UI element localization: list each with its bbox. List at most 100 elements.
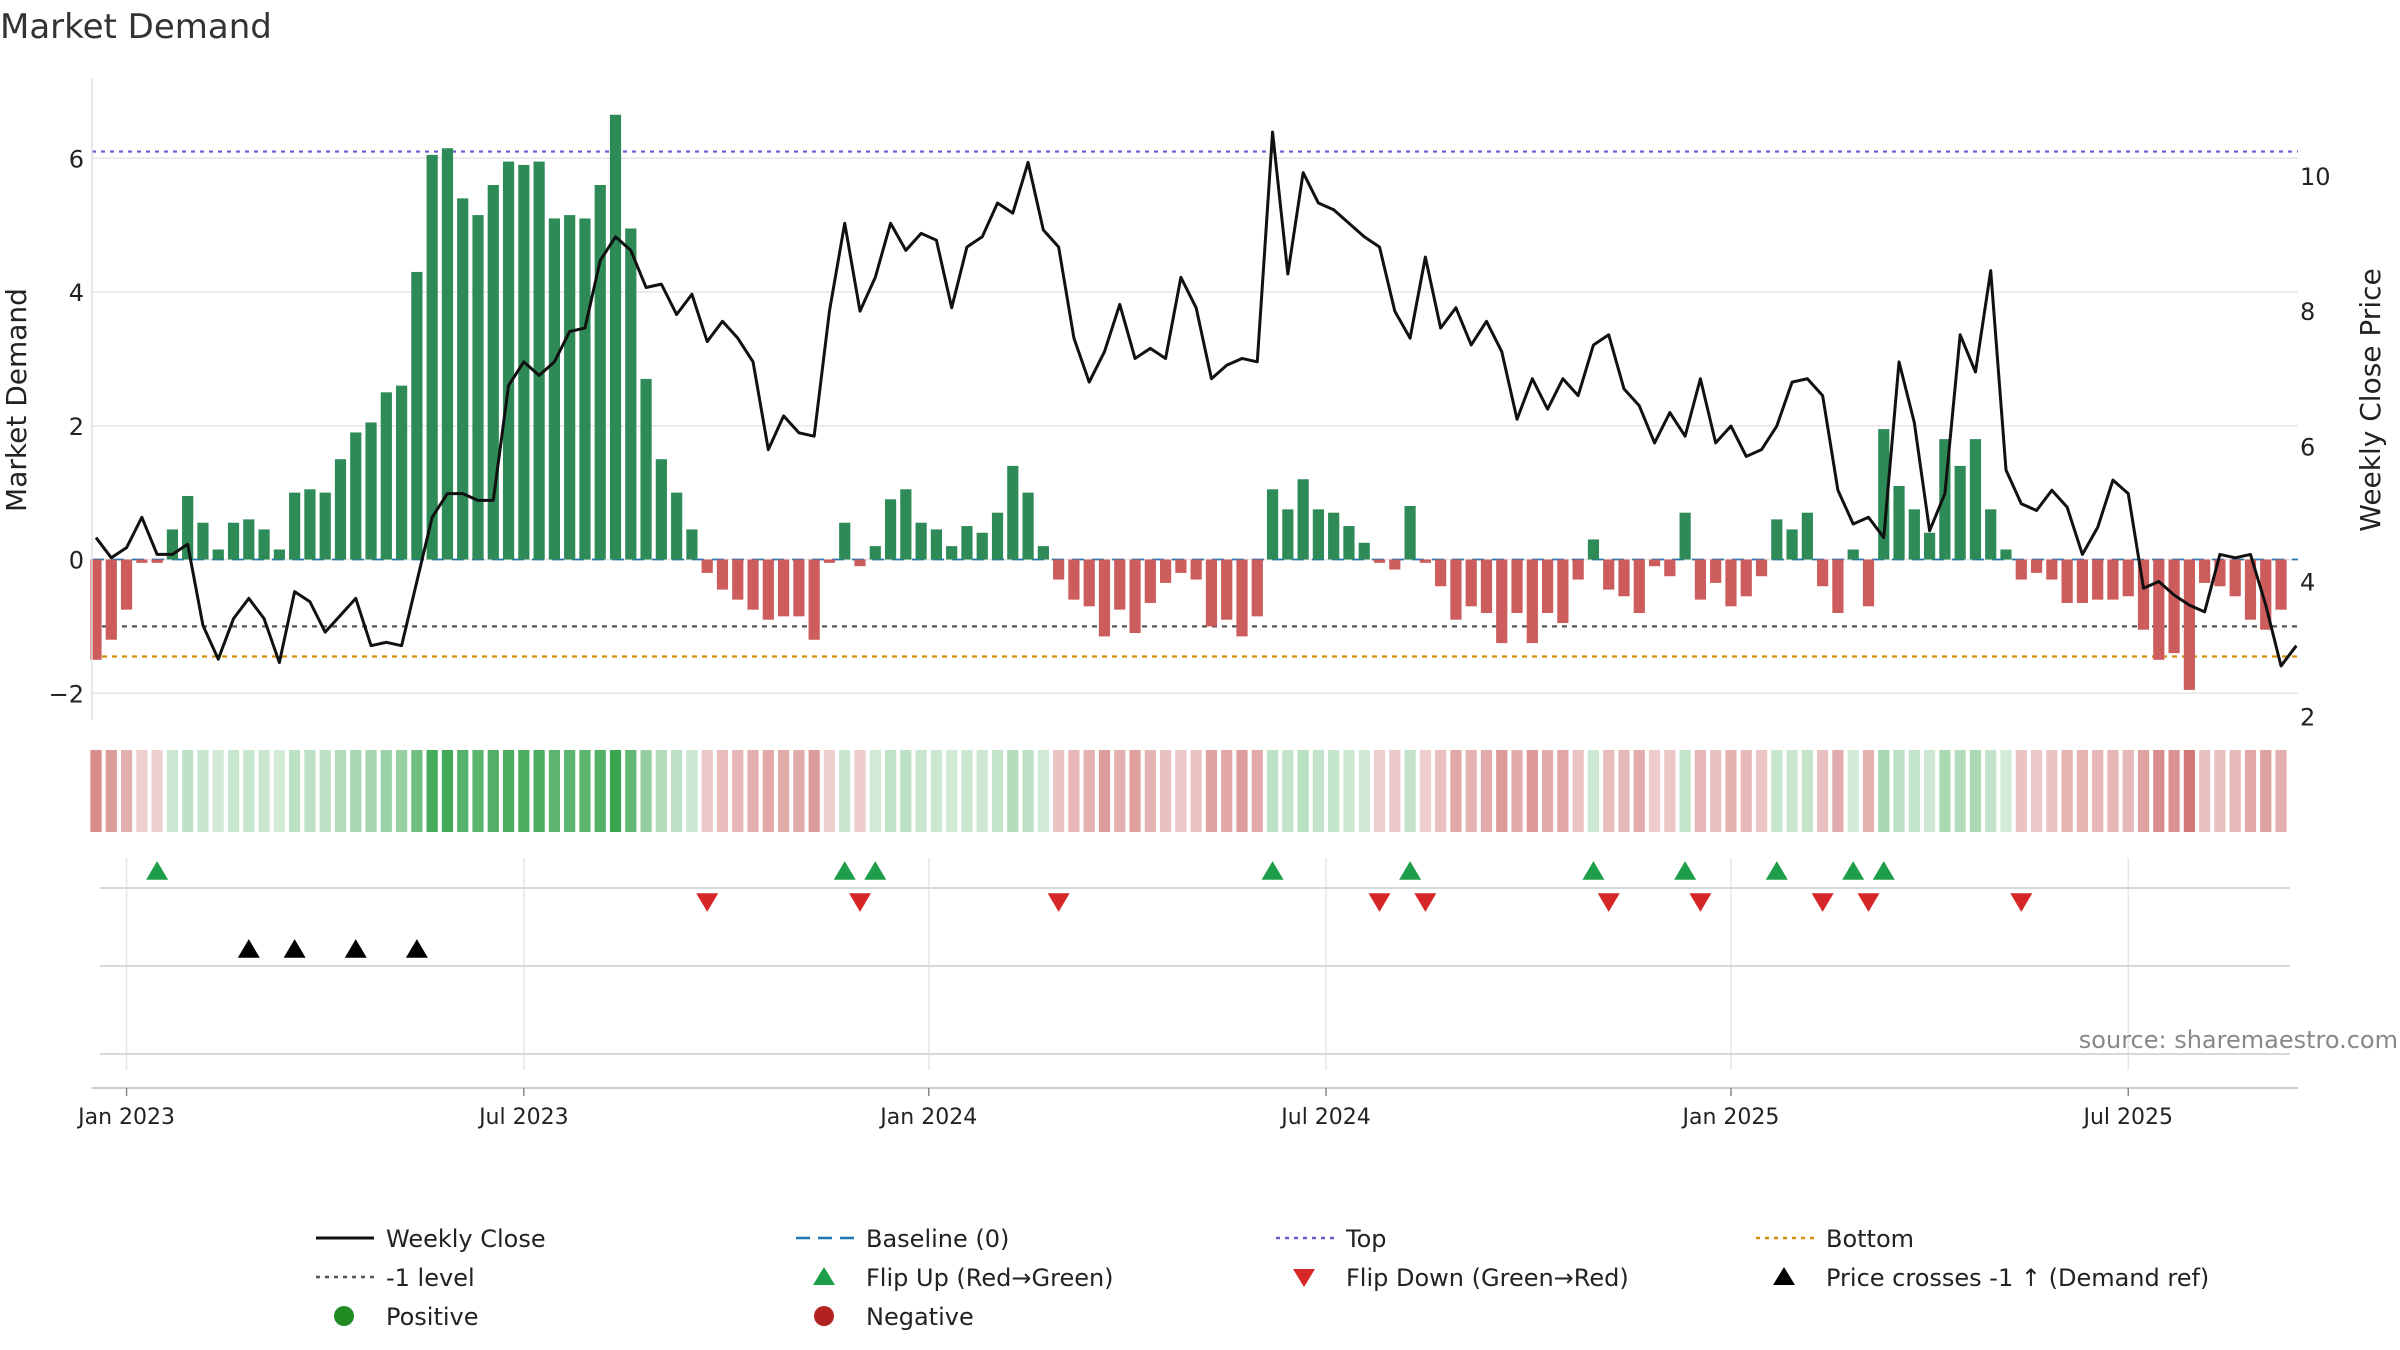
heat-strip-cell [319,750,331,832]
heat-strip-cell [564,750,576,832]
flip-up-marker [1674,861,1697,880]
heat-strip-cell [961,750,973,832]
price-cross-marker [344,939,367,958]
flip-down-marker [1047,893,1070,912]
demand-bar-positive [1022,492,1034,560]
heat-strip-cell [1404,750,1416,832]
demand-bar-negative [1633,559,1645,613]
demand-bar-positive [1847,549,1859,560]
heat-strip-cell [1328,750,1340,832]
axis-layer: −2 0 2 4 6 2 4 6 8 10 [49,78,2331,732]
heat-strip-cell [655,750,667,832]
legend-swatch-triangle-down [1293,1269,1315,1287]
heat-strip-cell [946,750,958,832]
demand-bar-positive [655,459,667,560]
y-left-tick-label: −2 [49,680,84,708]
demand-bar-negative [2030,559,2043,573]
heat-strip-cell [1358,750,1370,832]
heat-strip-cell [334,750,347,832]
demand-bar-positive [1878,429,1890,560]
demand-bar-negative [1618,559,1630,597]
heat-strip-cell [304,750,316,832]
y-right-tick-label: 2 [2300,704,2315,732]
demand-bar-negative [1389,559,1401,570]
flip-down-marker [1811,893,1834,912]
heat-strip-cell [671,750,683,832]
demand-bar-positive [1297,479,1309,560]
legend-label: -1 level [386,1264,475,1292]
heat-strip-cell [1648,750,1661,832]
heat-strip-cell [1266,750,1279,832]
demand-bar-negative [762,559,774,620]
heat-strip-cell [2183,750,2195,832]
heat-strip-cell [594,750,606,832]
demand-bar-positive [166,529,178,560]
legend-label: Price crosses -1 ↑ (Demand ref) [1826,1264,2209,1292]
demand-bar-positive [365,422,377,560]
x-tick-label: Jul 2025 [2081,1105,2173,1130]
heat-strip-cell [2137,750,2150,832]
flip-up-marker [833,861,856,880]
heat-strip-cell [2076,750,2088,832]
flip-down-marker [1689,893,1712,912]
heat-strip-cell [1771,750,1783,832]
heat-strip-cell [1603,750,1615,832]
demand-bar-negative [2275,559,2287,610]
demand-bar-positive [1954,465,1966,560]
heat-strip-cell [778,750,790,832]
demand-bar-positive [915,522,927,560]
heat-strip-cell [1221,750,1233,832]
heat-strip-cell [2107,750,2119,832]
demand-bar-negative [1511,559,1523,613]
demand-bar-positive [533,161,545,560]
demand-bar-positive [227,522,240,560]
heat-strip-cell [609,750,622,832]
price-cross-marker [237,939,260,958]
demand-bar-positive [426,154,438,560]
heat-strip-cell [1878,750,1890,832]
heat-strip-cell [426,750,438,832]
y-right-tick-label: 4 [2300,568,2315,596]
heat-strip-cell [1694,750,1706,832]
demand-bar-positive [839,522,851,560]
heat-strip-cell [457,750,469,832]
heat-strip-cell [197,750,209,832]
demand-bar-negative [2122,559,2134,597]
heat-strip-cell [243,750,255,832]
demand-bar-negative [1098,559,1111,637]
heat-strip-cell [1297,750,1309,832]
demand-bar-negative [1740,559,1752,597]
demand-bar-negative [823,559,836,563]
demand-bar-negative [1221,559,1233,620]
demand-bar-positive [884,499,897,560]
heat-strip-cell [839,750,851,832]
heat-strip-cell [273,750,285,832]
demand-heat-strip [90,750,2287,832]
heat-strip-cell [1083,750,1095,832]
heat-strip-cell [1618,750,1630,832]
demand-bar-positive [487,185,499,560]
demand-bar-negative [2260,559,2272,630]
x-axis: Jan 2023 Jul 2023 Jan 2024 Jul 2024 Jan 2025… [76,1087,2298,1130]
heat-strip-cell [2275,750,2287,832]
demand-bar-negative [2092,559,2104,600]
demand-bar-positive [411,271,423,560]
demand-bar-negative [105,559,117,640]
heat-strip-cell [2260,750,2272,832]
heat-strip-cell [1710,750,1722,832]
demand-bar-negative [2061,559,2073,603]
demand-bar-positive [304,489,316,560]
source-label: source: sharemaestro.com [2079,1026,2398,1054]
heat-strip-cell [548,750,560,832]
chart-title: Market Demand [0,7,272,47]
demand-bar-positive [1908,509,1920,560]
demand-bars [90,114,2287,690]
heat-strip-cell [1053,750,1065,832]
demand-bar-negative [1053,559,1065,580]
flip-up-marker [1399,861,1422,880]
heat-strip-cell [212,750,224,832]
heat-strip-cell [1587,750,1600,832]
heat-strip-cell [930,750,942,832]
heat-strip-cell [1679,750,1691,832]
heat-strip-cell [1786,750,1798,832]
